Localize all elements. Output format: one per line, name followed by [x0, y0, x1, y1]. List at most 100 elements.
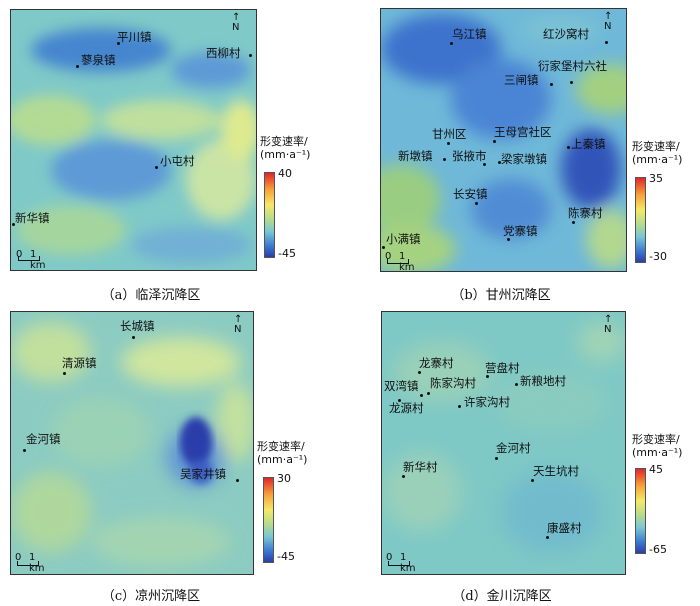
place-label: 张掖市: [452, 149, 487, 163]
caption-b: （b）甘州沉降区: [451, 288, 551, 303]
scale-label-0: 0: [15, 552, 22, 563]
place-dot: [420, 394, 423, 397]
place-dot: [570, 81, 573, 84]
color-ramp-b: [635, 177, 646, 263]
place-label: 营盘村: [485, 361, 520, 375]
place-dot: [402, 475, 405, 478]
place-label: 梁家墩镇: [501, 152, 547, 166]
color-ramp-d: [635, 468, 646, 554]
scale-bar: [18, 256, 40, 261]
place-dot: [572, 221, 575, 224]
place-label: 小满镇: [386, 232, 421, 246]
place-label: 三闸镇: [504, 73, 539, 87]
legend-unit: (mm·a⁻¹): [260, 148, 311, 161]
place-dot: [486, 375, 489, 378]
place-label: 天生坑村: [533, 464, 579, 478]
place-label: 许家沟村: [464, 395, 510, 409]
place-dot: [155, 166, 158, 169]
legend-d: 形变速率/ (mm·a⁻¹): [632, 433, 682, 459]
legend-b: 形变速率/ (mm·a⁻¹): [632, 140, 682, 166]
deformation-map-b: [380, 8, 627, 272]
place-label: 乌江镇: [452, 27, 487, 41]
place-dot: [458, 405, 461, 408]
caption-d: （d）金川沉降区: [452, 589, 552, 604]
north-arrow: ↑N: [234, 314, 243, 335]
place-dot: [447, 142, 450, 145]
legend-title: 形变速率/: [632, 140, 680, 153]
place-label: 西柳村: [206, 46, 241, 60]
place-dot: [507, 238, 510, 241]
place-label: 清源镇: [62, 356, 97, 370]
place-dot: [117, 42, 120, 45]
place-dot: [76, 65, 79, 68]
legend-max: 30: [277, 472, 291, 485]
legend-max: 35: [649, 172, 663, 185]
place-dot: [249, 54, 252, 57]
place-label: 新墩镇: [398, 149, 433, 163]
place-dot: [498, 161, 501, 164]
place-dot: [236, 479, 239, 482]
place-dot: [12, 223, 15, 226]
north-arrow: ↑N: [604, 11, 613, 32]
deformation-map-d: [381, 311, 626, 575]
scale-label-0: 0: [385, 251, 392, 262]
north-arrow-icon: ↑: [604, 314, 613, 325]
place-dot: [550, 83, 553, 86]
place-dot: [546, 536, 549, 539]
legend-title: 形变速率/: [632, 433, 680, 446]
place-dot: [515, 383, 518, 386]
scale-bar: [17, 561, 39, 566]
place-label: 龙寨村: [419, 356, 454, 370]
place-label: 小屯村: [160, 154, 195, 168]
place-dot: [531, 479, 534, 482]
scale-label-0: 0: [16, 249, 23, 260]
place-dot: [63, 372, 66, 375]
caption-a: （a）临泽沉降区: [101, 288, 201, 303]
place-label: 陈寨村: [568, 206, 603, 220]
place-dot: [567, 146, 570, 149]
place-label: 新粮地村: [520, 374, 566, 388]
deformation-map-a: [10, 9, 257, 271]
color-ramp-c: [263, 477, 274, 563]
legend-unit: (mm·a⁻¹): [632, 153, 683, 166]
place-label: 陈家沟村: [430, 376, 476, 390]
deformation-map-c: [10, 311, 254, 575]
legend-a: 形变速率/ (mm·a⁻¹): [260, 135, 310, 161]
place-dot: [605, 41, 608, 44]
place-dot: [382, 246, 385, 249]
caption-c: （c）凉州沉降区: [101, 589, 201, 604]
scale-label-1: 1 km: [30, 249, 46, 271]
north-arrow: ↑N: [604, 314, 613, 335]
legend-min: -45: [277, 550, 295, 563]
place-dot: [495, 457, 498, 460]
scale-label-1: 1 km: [29, 552, 45, 574]
legend-min: -30: [649, 250, 667, 263]
legend-title: 形变速率/: [257, 440, 305, 453]
place-dot: [493, 140, 496, 143]
place-label: 吴家井镇: [180, 467, 226, 481]
place-label: 长城镇: [120, 319, 155, 333]
place-label: 平川镇: [117, 30, 152, 44]
place-label: 金河镇: [26, 432, 61, 446]
place-label: 上秦镇: [571, 137, 606, 151]
place-dot: [475, 202, 478, 205]
place-label: 新华镇: [15, 211, 50, 225]
legend-c: 形变速率/ (mm·a⁻¹): [257, 440, 307, 466]
north-arrow-icon: ↑: [232, 12, 241, 23]
north-arrow-icon: ↑: [604, 11, 613, 22]
place-dot: [450, 42, 453, 45]
legend-title: 形变速率/: [260, 135, 308, 148]
legend-max: 40: [278, 167, 292, 180]
scale-bar: [388, 561, 410, 566]
place-label: 蓼泉镇: [81, 53, 116, 67]
scale-label-1: 1 km: [399, 251, 415, 273]
scale-label-0: 0: [386, 552, 393, 563]
legend-max: 45: [649, 463, 663, 476]
north-arrow-icon: ↑: [234, 314, 243, 325]
place-dot: [483, 163, 486, 166]
place-label: 红沙窝村: [543, 27, 589, 41]
legend-unit: (mm·a⁻¹): [257, 453, 308, 466]
place-label: 新华村: [403, 460, 438, 474]
place-label: 王母宫社区: [494, 125, 552, 139]
place-dot: [443, 158, 446, 161]
